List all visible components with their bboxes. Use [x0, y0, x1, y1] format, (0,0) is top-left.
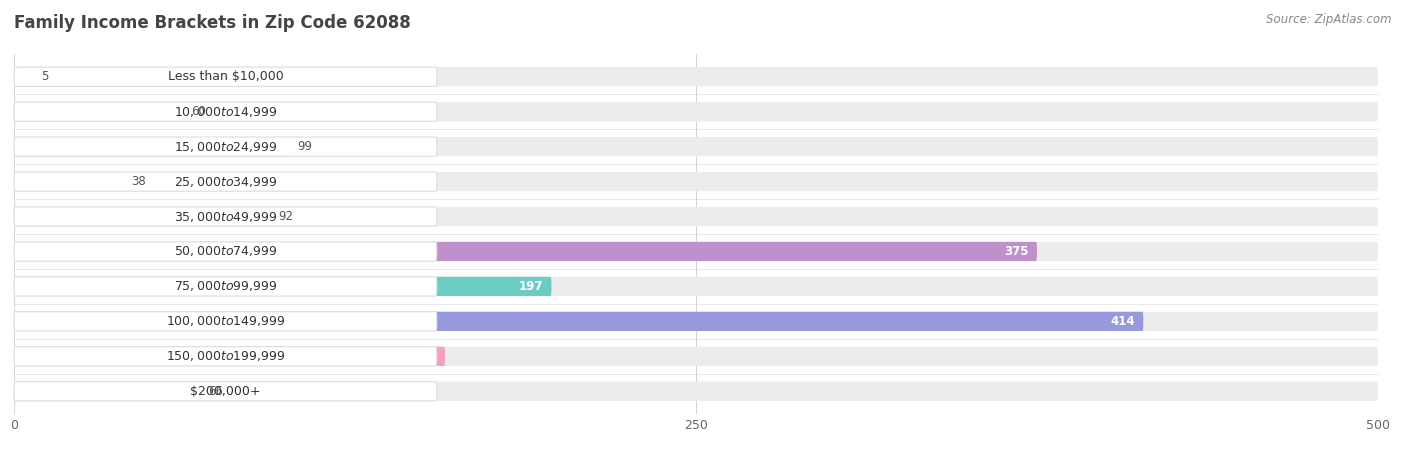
Text: Family Income Brackets in Zip Code 62088: Family Income Brackets in Zip Code 62088: [14, 14, 411, 32]
FancyBboxPatch shape: [14, 67, 28, 86]
FancyBboxPatch shape: [14, 312, 1143, 331]
Text: Less than $10,000: Less than $10,000: [167, 70, 284, 83]
FancyBboxPatch shape: [14, 102, 1378, 122]
Text: 92: 92: [278, 210, 294, 223]
Text: Source: ZipAtlas.com: Source: ZipAtlas.com: [1267, 14, 1392, 27]
FancyBboxPatch shape: [14, 242, 1038, 261]
Text: $100,000 to $149,999: $100,000 to $149,999: [166, 315, 285, 328]
Text: $10,000 to $14,999: $10,000 to $14,999: [174, 105, 277, 119]
FancyBboxPatch shape: [14, 207, 437, 226]
Text: 60: 60: [191, 105, 207, 118]
FancyBboxPatch shape: [14, 137, 437, 156]
FancyBboxPatch shape: [14, 277, 437, 296]
Text: $75,000 to $99,999: $75,000 to $99,999: [174, 279, 277, 293]
FancyBboxPatch shape: [14, 67, 1378, 86]
FancyBboxPatch shape: [14, 346, 1378, 366]
Text: $35,000 to $49,999: $35,000 to $49,999: [174, 210, 277, 224]
Text: 66: 66: [208, 385, 222, 398]
FancyBboxPatch shape: [14, 312, 437, 331]
Text: 375: 375: [1004, 245, 1029, 258]
Text: 5: 5: [41, 70, 49, 83]
Text: $50,000 to $74,999: $50,000 to $74,999: [174, 244, 277, 258]
Text: 197: 197: [519, 280, 543, 293]
Text: 99: 99: [298, 140, 312, 153]
Text: $25,000 to $34,999: $25,000 to $34,999: [174, 175, 277, 189]
FancyBboxPatch shape: [14, 67, 437, 86]
FancyBboxPatch shape: [14, 102, 437, 122]
FancyBboxPatch shape: [14, 312, 1378, 331]
Text: $15,000 to $24,999: $15,000 to $24,999: [174, 140, 277, 153]
Text: $200,000+: $200,000+: [190, 385, 260, 398]
Text: $150,000 to $199,999: $150,000 to $199,999: [166, 349, 285, 363]
FancyBboxPatch shape: [14, 137, 1378, 156]
FancyBboxPatch shape: [14, 382, 437, 401]
FancyBboxPatch shape: [14, 242, 437, 261]
FancyBboxPatch shape: [14, 172, 118, 191]
FancyBboxPatch shape: [14, 277, 551, 296]
FancyBboxPatch shape: [14, 102, 177, 122]
FancyBboxPatch shape: [14, 346, 446, 366]
Text: 38: 38: [131, 175, 146, 188]
Text: 414: 414: [1111, 315, 1135, 328]
FancyBboxPatch shape: [14, 137, 284, 156]
FancyBboxPatch shape: [14, 277, 1378, 296]
FancyBboxPatch shape: [14, 346, 437, 366]
FancyBboxPatch shape: [14, 242, 1378, 261]
FancyBboxPatch shape: [14, 172, 1378, 191]
Text: 158: 158: [412, 350, 437, 363]
FancyBboxPatch shape: [14, 382, 1378, 401]
FancyBboxPatch shape: [14, 207, 264, 226]
FancyBboxPatch shape: [14, 172, 437, 191]
FancyBboxPatch shape: [14, 382, 194, 401]
FancyBboxPatch shape: [14, 207, 1378, 226]
